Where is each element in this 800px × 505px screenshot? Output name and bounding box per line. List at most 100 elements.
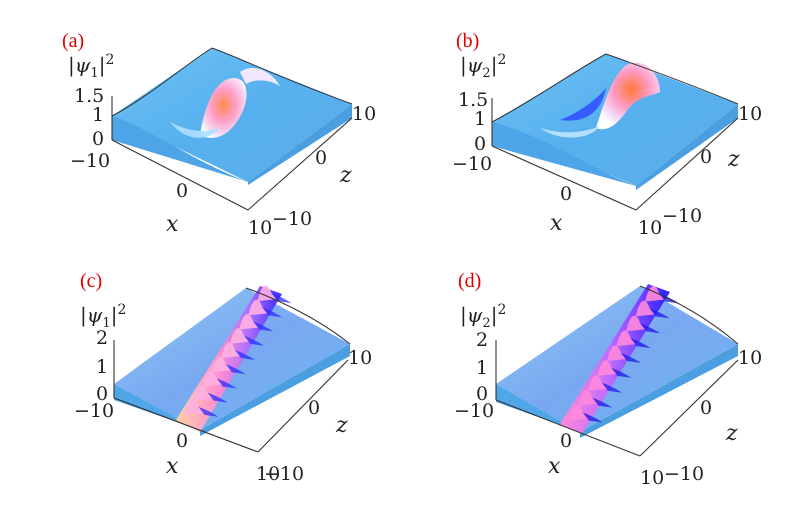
- z-tick: 0: [700, 146, 712, 168]
- surface-left-edge: [111, 47, 213, 117]
- z-tick: 0: [308, 397, 320, 419]
- z-tick: 10: [738, 347, 762, 369]
- x-tick: 10: [638, 217, 662, 239]
- z-tick: 10: [348, 347, 372, 369]
- x-axis: [113, 397, 259, 453]
- z-axis: [247, 117, 353, 211]
- breather-shadow: [198, 406, 219, 417]
- surface-ridge-light: [240, 67, 280, 86]
- z-tick: 0: [315, 147, 327, 169]
- breather-shadow: [253, 321, 274, 332]
- x-axis-label: x: [166, 212, 179, 237]
- breather-shadow: [649, 308, 670, 319]
- breather-peak: [607, 345, 627, 361]
- zaxis-label: |ψ1|2: [68, 52, 114, 81]
- breather-peak: [202, 370, 223, 387]
- panel-b: (b) |ψ2|2 1.5 1 0 −10 0 10 x 10 0 −10 z: [452, 30, 762, 239]
- breather-peak: [184, 399, 205, 415]
- surface-peak: [596, 62, 660, 130]
- z-axis-label: z: [339, 163, 352, 188]
- surface-shadow: [540, 126, 600, 138]
- value-tick: 1: [96, 356, 108, 378]
- x-tick: 0: [560, 183, 572, 205]
- value-tick: 0: [474, 133, 486, 155]
- x-tick: 0: [176, 180, 188, 202]
- breather-peak: [616, 330, 637, 347]
- z-axis-label: z: [725, 421, 738, 446]
- breather-peaks: [184, 285, 292, 417]
- z-axis-label: z: [727, 147, 740, 172]
- breather-shadow: [630, 338, 651, 349]
- value-tick: 1.5: [74, 85, 104, 107]
- zaxis-label: |ψ2|2: [460, 302, 506, 331]
- value-tick: 2: [476, 329, 488, 351]
- breather-peak: [257, 285, 278, 302]
- breather-peak: [597, 360, 618, 376]
- value-tick: 0: [476, 383, 488, 405]
- surface-right-face: [200, 344, 350, 436]
- breather-shadow: [601, 382, 622, 393]
- value-tick: 2: [96, 327, 108, 349]
- zaxis-label: |ψ2|2: [460, 52, 506, 81]
- breather-peak: [626, 315, 647, 332]
- z-axis: [635, 117, 739, 211]
- breather-peak: [578, 390, 599, 406]
- surface-trough: [560, 88, 606, 121]
- x-tick: 10: [248, 217, 272, 239]
- value-tick: 0: [92, 128, 104, 150]
- panel-c: (c) |ψ1|2 2 1 0 −10 0 10 x 10 0 −10 z: [74, 270, 372, 485]
- value-tick: 1: [474, 108, 486, 130]
- breather-peak: [248, 299, 269, 316]
- surface-back-edge: [211, 47, 353, 105]
- panel-label: (c): [80, 270, 102, 292]
- z-axis: [639, 359, 739, 457]
- value-tick: 1: [92, 104, 104, 126]
- surface-front-face: [112, 116, 248, 182]
- x-tick: −10: [70, 150, 110, 172]
- surface-left-edge: [491, 53, 607, 123]
- breather-shadow: [611, 367, 632, 378]
- value-tick: 1: [476, 357, 488, 379]
- z-tick: −10: [664, 463, 704, 485]
- surface-back-edge: [605, 53, 739, 105]
- breather-peak: [211, 356, 232, 373]
- x-axis: [495, 399, 641, 457]
- surface-right-face: [636, 104, 738, 190]
- x-axis-label: x: [166, 454, 179, 479]
- panel-d: (d) |ψ2|2 2 1 0 −10 0 10 x 10 0 −10 z: [454, 270, 762, 489]
- z-tick: −10: [264, 463, 304, 485]
- surface-right-face: [248, 104, 352, 185]
- panel-label: (b): [456, 30, 479, 52]
- panel-label: (a): [62, 30, 84, 52]
- z-tick: −10: [662, 205, 702, 227]
- breather-shadow: [244, 335, 265, 346]
- breather-peak: [230, 328, 251, 344]
- x-tick: −10: [74, 400, 114, 422]
- breather-shadow: [207, 392, 228, 403]
- x-tick: 0: [176, 430, 188, 452]
- z-tick: 10: [738, 103, 762, 125]
- z-axis: [257, 359, 349, 453]
- surface-back-edge: [639, 285, 739, 345]
- surface-shadow: [170, 122, 220, 138]
- breather-shadow: [621, 353, 641, 363]
- surface-front-face: [496, 384, 580, 432]
- x-tick: 10: [640, 467, 664, 489]
- zaxis-label: |ψ1|2: [80, 302, 126, 331]
- breather-shadow: [582, 412, 603, 423]
- breather-shadow: [592, 397, 613, 408]
- x-tick: 0: [560, 430, 572, 452]
- x-axis: [111, 139, 249, 211]
- breather-shadow: [271, 293, 292, 304]
- x-axis-label: x: [550, 211, 563, 236]
- x-tick: −10: [454, 400, 494, 422]
- z-axis-label: z: [335, 413, 348, 438]
- breather-shadow: [216, 378, 237, 389]
- surface-back-edge: [245, 287, 351, 345]
- breather-peak: [193, 385, 214, 401]
- breather-peak: [568, 404, 589, 421]
- breather-peak: [221, 342, 241, 358]
- x-axis: [491, 145, 637, 211]
- panel-a: (a) |ψ1|2 1.5 1 0 −10 0 10 x 10 0 −10 z: [62, 30, 376, 239]
